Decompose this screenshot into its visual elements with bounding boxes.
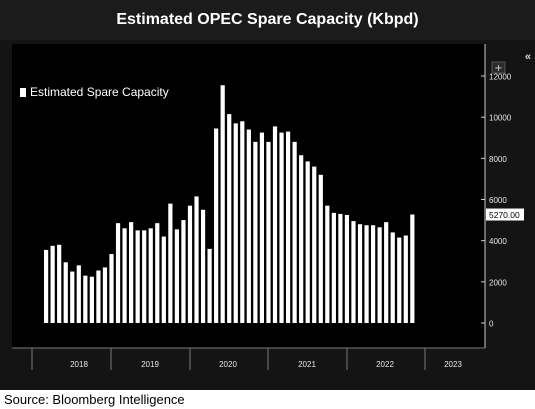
bar xyxy=(384,222,389,323)
bar xyxy=(214,128,219,323)
bar xyxy=(233,123,238,323)
bar xyxy=(200,209,206,323)
y-tick-label: 4000 xyxy=(489,237,507,246)
bar xyxy=(344,214,350,323)
bar xyxy=(410,214,415,323)
bar xyxy=(181,220,186,323)
bar xyxy=(351,221,356,323)
bar xyxy=(194,196,199,323)
bar xyxy=(227,114,232,324)
bar xyxy=(174,229,179,323)
bar xyxy=(76,265,81,323)
last-value-box xyxy=(486,208,524,221)
x-tick-label: 2022 xyxy=(376,360,394,369)
bar xyxy=(83,275,88,323)
bar xyxy=(155,223,160,323)
bar xyxy=(331,212,336,323)
crosshair-button[interactable] xyxy=(491,61,506,74)
bar xyxy=(377,227,382,323)
bar xyxy=(142,230,147,323)
bar xyxy=(305,161,310,323)
bar xyxy=(390,232,395,323)
bar xyxy=(371,225,376,323)
y-tick-label: 12000 xyxy=(489,73,512,82)
y-tick-label: 10000 xyxy=(489,114,512,123)
bar xyxy=(397,237,402,323)
bar xyxy=(338,213,343,323)
y-tick-label: 0 xyxy=(489,320,494,329)
x-tick-label: 2020 xyxy=(219,360,237,369)
bar xyxy=(312,166,317,323)
bar xyxy=(102,267,108,323)
bar xyxy=(129,222,134,323)
last-value-label: 5270.00 xyxy=(489,210,520,220)
bar xyxy=(259,132,265,323)
chart-frame: 0 2000 4000 6000 8000 10000 12000 2018 2019 2020 2… xyxy=(0,40,535,390)
chart-title-bar: Estimated OPEC Spare Capacity (Kbpd) xyxy=(0,0,535,40)
source-text: Source: Bloomberg Intelligence xyxy=(4,392,185,407)
bar xyxy=(109,254,114,323)
bar xyxy=(187,205,193,323)
bar xyxy=(272,126,278,323)
bar xyxy=(148,228,153,323)
bar xyxy=(253,141,258,323)
bar xyxy=(240,121,245,324)
bar xyxy=(161,236,166,323)
bar xyxy=(89,276,94,323)
x-tick-label: 2018 xyxy=(70,360,88,369)
legend-label: Estimated Spare Capacity xyxy=(30,85,169,99)
bar xyxy=(246,129,251,323)
bar xyxy=(266,141,271,323)
bar xyxy=(292,141,297,323)
bar xyxy=(357,224,363,323)
bar-chart: 0 2000 4000 6000 8000 10000 12000 2018 2019 2020 2… xyxy=(12,44,524,370)
bar xyxy=(207,248,212,323)
bar xyxy=(57,244,62,323)
bar xyxy=(299,155,304,323)
bar xyxy=(325,205,330,323)
y-tick-label: 6000 xyxy=(489,196,507,205)
crosshair-icon[interactable]: + xyxy=(494,63,502,74)
x-tick-label: 2023 xyxy=(444,360,462,369)
bar xyxy=(122,228,127,323)
bar xyxy=(318,174,323,323)
bar xyxy=(285,131,291,323)
bar xyxy=(135,230,140,323)
bar xyxy=(220,85,225,323)
bar xyxy=(279,132,284,323)
bar xyxy=(63,262,68,323)
y-tick-label: 8000 xyxy=(489,155,507,164)
bar xyxy=(168,203,173,323)
bar xyxy=(44,249,49,323)
bar xyxy=(403,235,408,323)
x-tick-label: 2021 xyxy=(298,360,316,369)
bar xyxy=(70,271,75,323)
bar xyxy=(96,270,101,323)
page-title: Estimated OPEC Spare Capacity (Kbpd) xyxy=(116,11,419,28)
bar xyxy=(50,245,55,323)
source-bar: Source: Bloomberg Intelligence xyxy=(0,390,535,409)
bar xyxy=(115,223,121,323)
bar xyxy=(364,225,369,323)
collapse-chevron-icon[interactable]: « xyxy=(524,51,531,63)
y-tick-label: 2000 xyxy=(489,278,507,287)
legend-swatch xyxy=(20,88,26,97)
x-tick-label: 2019 xyxy=(141,360,159,369)
